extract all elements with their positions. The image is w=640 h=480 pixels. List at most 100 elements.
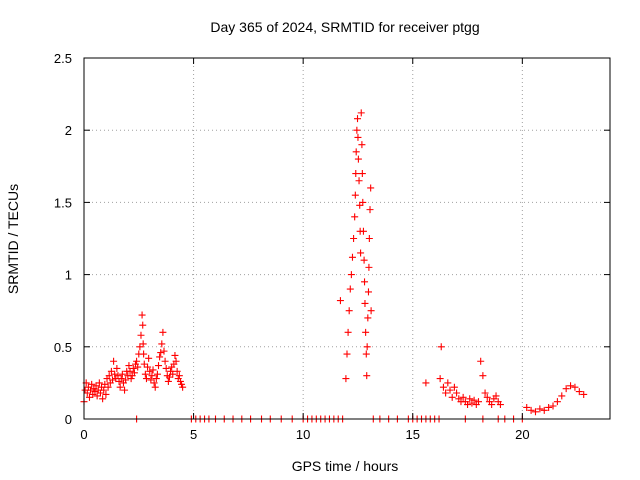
data-point	[354, 115, 362, 123]
data-point	[527, 406, 535, 414]
data-point	[492, 392, 500, 400]
data-point	[523, 403, 531, 411]
data-point	[111, 370, 119, 378]
y-tick-label: 2.5	[54, 51, 72, 66]
data-point	[159, 328, 167, 336]
data-point	[355, 177, 363, 185]
data-point	[117, 375, 125, 383]
data-point	[470, 396, 478, 404]
data-point	[141, 370, 149, 378]
data-point	[105, 372, 113, 380]
data-point	[136, 343, 144, 351]
data-point	[362, 328, 370, 336]
data-point	[336, 297, 344, 305]
data-point	[95, 379, 103, 387]
data-point	[129, 364, 137, 372]
data-point	[116, 383, 124, 391]
data-point	[126, 367, 134, 375]
chart-title: Day 365 of 2024, SRMTID for receiver ptg…	[210, 19, 479, 35]
data-point	[367, 184, 375, 192]
data-point	[88, 380, 96, 388]
data-point	[173, 367, 181, 375]
data-point	[531, 408, 539, 416]
data-point	[496, 401, 504, 409]
data-point	[137, 331, 145, 339]
data-point	[352, 170, 360, 178]
y-tick-label: 1	[65, 268, 72, 283]
data-point	[99, 395, 107, 403]
data-point	[85, 393, 93, 401]
data-point	[146, 367, 154, 375]
data-point	[100, 386, 108, 394]
data-point	[488, 401, 496, 409]
data-point	[354, 133, 362, 141]
data-point	[176, 377, 184, 385]
data-point	[83, 389, 91, 397]
data-point	[125, 362, 133, 370]
x-axis-label: GPS time / hours	[292, 458, 399, 474]
data-point	[152, 375, 160, 383]
data-point	[448, 393, 456, 401]
data-point	[108, 376, 116, 384]
data-point	[101, 380, 109, 388]
data-point	[351, 191, 359, 199]
data-point	[360, 256, 368, 264]
data-point	[367, 307, 375, 315]
data-point	[356, 201, 364, 209]
data-point	[107, 367, 115, 375]
data-point	[450, 383, 458, 391]
data-points	[80, 109, 588, 423]
x-tick-label: 5	[190, 427, 197, 442]
data-point	[104, 383, 112, 391]
data-point	[164, 377, 172, 385]
data-point	[575, 388, 583, 396]
data-point	[87, 386, 95, 394]
y-tick-label: 2	[65, 123, 72, 138]
data-point	[358, 170, 366, 178]
data-point	[363, 372, 371, 380]
data-point	[110, 357, 118, 365]
data-point	[172, 357, 180, 365]
data-point	[351, 213, 359, 221]
data-point	[464, 401, 472, 409]
data-point	[342, 375, 350, 383]
data-point	[483, 393, 491, 401]
data-point	[346, 285, 354, 293]
data-point	[477, 357, 485, 365]
data-point	[343, 350, 351, 358]
data-point	[553, 398, 561, 406]
data-point	[171, 351, 179, 359]
data-point	[169, 370, 177, 378]
data-point	[179, 383, 187, 391]
y-axis-label: SRMTID / TECUs	[5, 184, 21, 294]
data-point	[139, 340, 147, 348]
data-point	[359, 198, 367, 206]
data-point	[102, 390, 110, 398]
data-point	[437, 343, 445, 351]
data-point	[364, 288, 372, 296]
data-point	[118, 370, 126, 378]
data-point	[442, 389, 450, 397]
data-point	[353, 126, 361, 134]
data-point	[127, 375, 135, 383]
y-tick-label: 1.5	[54, 195, 72, 210]
data-point	[366, 206, 374, 214]
data-point	[158, 340, 166, 348]
data-point	[562, 385, 570, 393]
data-point	[121, 386, 129, 394]
data-point	[365, 263, 373, 271]
data-point	[133, 357, 141, 365]
plot-frame	[83, 57, 611, 420]
data-point	[149, 366, 157, 374]
data-point	[140, 360, 148, 368]
data-point	[361, 278, 369, 286]
data-point	[365, 235, 373, 242]
y-tick-label: 0	[65, 412, 72, 427]
data-point	[358, 141, 366, 149]
data-point	[178, 380, 186, 388]
data-point	[439, 383, 447, 391]
grid	[84, 58, 610, 419]
data-point	[357, 249, 365, 257]
data-point	[354, 155, 362, 163]
data-point	[475, 398, 482, 406]
